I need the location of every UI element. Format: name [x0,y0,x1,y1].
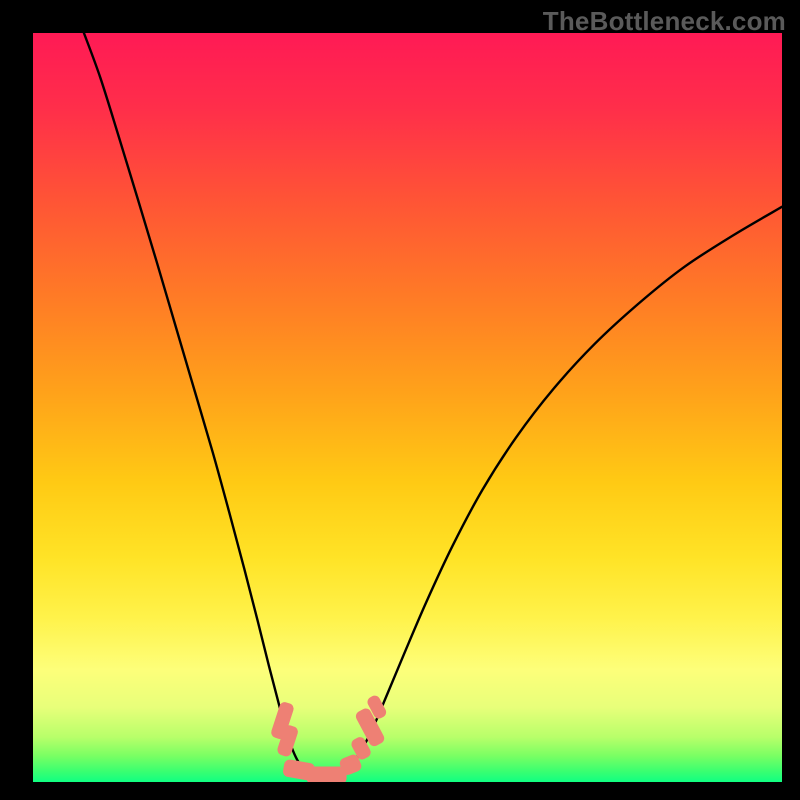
watermark-text: TheBottleneck.com [543,6,786,37]
outer-frame [0,0,800,800]
curve-marker [307,767,346,782]
gradient-background [33,33,782,782]
bottleneck-chart [33,33,782,782]
